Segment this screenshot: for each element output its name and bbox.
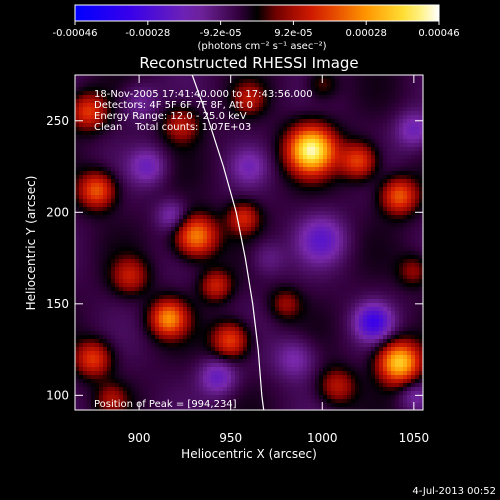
colorbar-tick-label: -0.00046 bbox=[53, 28, 98, 39]
annotation-time-range: 18-Nov-2005 17:41:40.000 to 17:43:56.000 bbox=[94, 89, 313, 100]
colorbar bbox=[74, 4, 440, 22]
y-tick-label: 100 bbox=[46, 388, 69, 402]
colorbar-tick-label: -9.2e-05 bbox=[200, 28, 242, 39]
x-tick-label: 1000 bbox=[307, 431, 338, 445]
timestamp: 4-Jul-2013 00:52 bbox=[412, 486, 496, 497]
annotation-energy-range: Energy Range: 12.0 - 25.0 keV bbox=[94, 111, 247, 122]
y-tick-label: 250 bbox=[46, 114, 69, 128]
y-tick-label: 150 bbox=[46, 297, 69, 311]
x-tick-label: 950 bbox=[219, 431, 242, 445]
x-tick-label: 1050 bbox=[399, 431, 430, 445]
chart-title: Reconstructed RHESSI Image bbox=[139, 54, 358, 72]
colorbar-tick-label: 0.00028 bbox=[346, 28, 387, 39]
solar-limb-curve bbox=[191, 75, 265, 410]
y-tick-label: 200 bbox=[46, 205, 69, 219]
colorbar-tick-label: -0.00028 bbox=[125, 28, 170, 39]
colorbar-tick-label: 0.00046 bbox=[418, 28, 459, 39]
colorbar-ticks bbox=[74, 21, 440, 25]
colorbar-units: (photons cm⁻² s⁻¹ asec⁻²) bbox=[197, 41, 326, 52]
x-tick-label: 900 bbox=[128, 431, 151, 445]
colorbar-tick-labels: -0.00046 -0.00028 -9.2e-05 9.2e-05 0.00028 0.… bbox=[53, 28, 460, 39]
y-axis-label: Heliocentric Y (arcsec) bbox=[24, 176, 38, 311]
heatmap-image bbox=[75, 75, 423, 410]
annotation-block: 18-Nov-2005 17:41:40.000 to 17:43:56.000… bbox=[94, 89, 313, 133]
annotation-detectors: Detectors: 4F 5F 6F 7F 8F, Att 0 bbox=[94, 100, 253, 111]
y-axis-ticks: 100 150 200 250 bbox=[46, 114, 423, 402]
plot-frame bbox=[74, 74, 424, 411]
x-axis-ticks: 900 950 1000 1050 bbox=[128, 75, 429, 445]
x-axis-label: Heliocentric X (arcsec) bbox=[181, 447, 317, 461]
colorbar-tick-label: 9.2e-05 bbox=[274, 28, 312, 39]
annotation-clean-counts: Clean Total counts: 1.07E+03 bbox=[94, 122, 251, 133]
peak-position-label: Position of Peak = [994,234] bbox=[94, 399, 237, 410]
